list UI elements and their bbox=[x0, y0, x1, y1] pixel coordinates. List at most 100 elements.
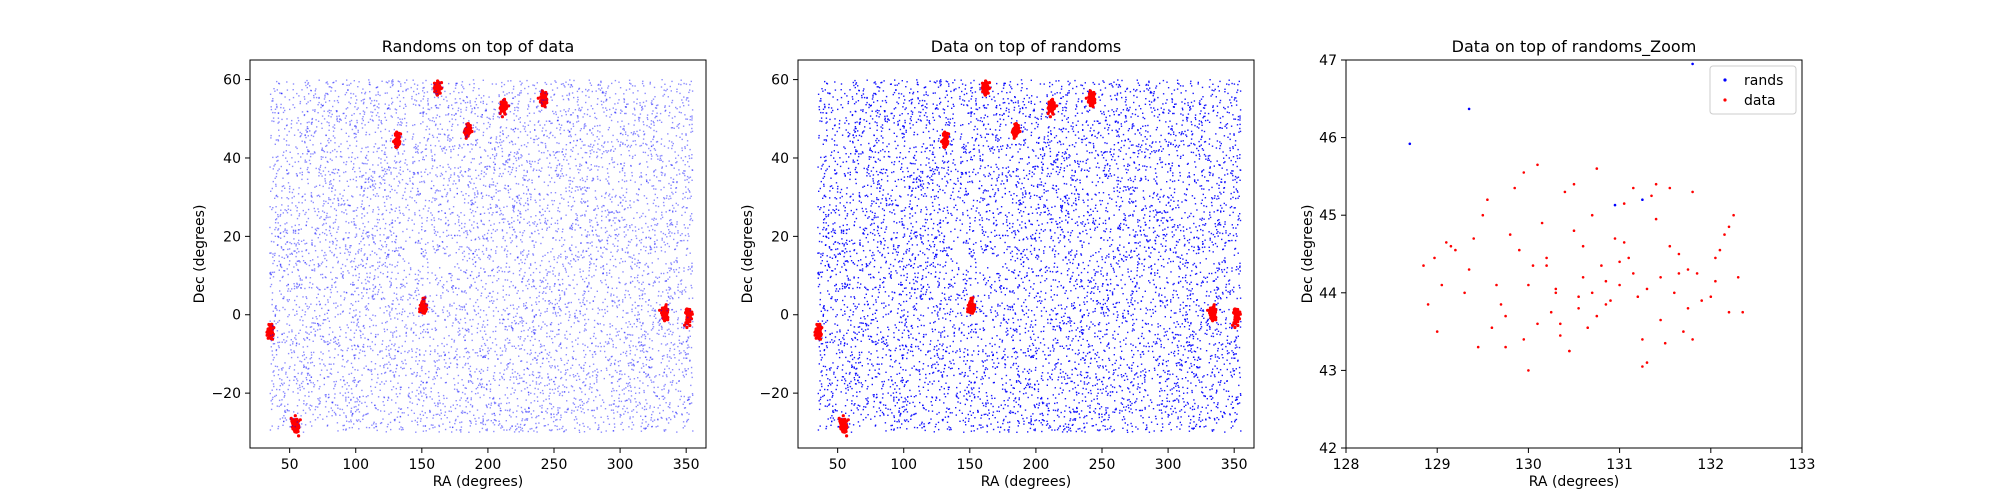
random-point bbox=[391, 188, 393, 191]
random-point bbox=[599, 323, 601, 325]
random-point bbox=[395, 238, 397, 241]
random-point bbox=[456, 187, 458, 190]
random-point bbox=[512, 166, 514, 169]
random-point bbox=[361, 92, 363, 94]
random-point bbox=[562, 83, 564, 85]
random-point bbox=[318, 211, 320, 213]
random-point bbox=[306, 345, 309, 348]
random-point bbox=[535, 87, 537, 90]
random-point bbox=[377, 261, 379, 264]
random-point bbox=[328, 187, 330, 189]
random-point bbox=[584, 215, 586, 217]
random-point bbox=[335, 218, 337, 221]
random-point bbox=[525, 209, 527, 212]
random-point bbox=[576, 121, 578, 123]
random-point bbox=[594, 422, 597, 424]
random-point bbox=[630, 83, 632, 85]
random-point bbox=[463, 291, 465, 293]
random-point bbox=[604, 227, 607, 229]
random-point bbox=[512, 129, 514, 131]
random-point bbox=[483, 149, 486, 151]
random-point bbox=[673, 354, 675, 356]
random-point bbox=[373, 99, 376, 102]
random-point bbox=[476, 206, 479, 209]
random-point bbox=[276, 160, 278, 162]
random-point bbox=[456, 101, 458, 104]
random-point bbox=[505, 348, 507, 350]
random-point bbox=[322, 418, 324, 420]
random-point bbox=[298, 332, 300, 334]
random-point bbox=[553, 285, 556, 287]
random-point bbox=[458, 224, 461, 227]
random-point bbox=[404, 117, 406, 120]
random-point bbox=[355, 180, 357, 182]
random-point bbox=[675, 135, 678, 137]
random-point bbox=[321, 273, 324, 276]
random-point bbox=[329, 158, 332, 160]
random-point bbox=[625, 312, 628, 314]
random-point bbox=[529, 384, 531, 386]
random-point bbox=[558, 210, 561, 213]
random-point bbox=[526, 419, 528, 421]
random-point bbox=[462, 99, 464, 102]
random-point bbox=[600, 345, 602, 348]
random-point bbox=[647, 118, 649, 121]
random-point bbox=[417, 240, 420, 242]
random-point bbox=[468, 368, 470, 370]
random-point bbox=[669, 270, 671, 272]
random-point bbox=[565, 429, 567, 431]
random-point bbox=[609, 269, 611, 271]
random-point bbox=[307, 182, 309, 185]
random-point bbox=[451, 286, 453, 289]
random-point bbox=[534, 92, 536, 95]
random-point bbox=[530, 137, 532, 139]
random-point bbox=[358, 428, 360, 430]
random-point bbox=[271, 389, 273, 391]
random-point bbox=[391, 101, 394, 103]
random-point bbox=[531, 427, 533, 430]
random-point bbox=[292, 232, 295, 234]
random-point bbox=[296, 310, 298, 312]
random-point bbox=[481, 336, 484, 338]
random-point bbox=[388, 184, 391, 186]
random-point bbox=[303, 96, 306, 98]
random-point bbox=[595, 233, 598, 236]
random-point bbox=[632, 369, 635, 371]
random-point bbox=[400, 247, 402, 249]
random-point bbox=[647, 425, 649, 427]
random-point bbox=[388, 361, 390, 363]
random-point bbox=[448, 351, 450, 354]
random-point bbox=[414, 279, 417, 281]
random-point bbox=[296, 287, 298, 289]
random-point bbox=[536, 223, 539, 225]
random-point bbox=[666, 88, 668, 91]
random-point bbox=[410, 327, 413, 329]
random-point bbox=[335, 244, 338, 246]
random-point bbox=[434, 426, 436, 428]
random-point bbox=[269, 226, 271, 229]
random-point bbox=[328, 197, 330, 199]
random-point bbox=[565, 379, 567, 381]
random-point bbox=[450, 346, 453, 348]
random-point bbox=[504, 239, 506, 242]
random-point bbox=[370, 361, 373, 363]
random-point bbox=[492, 240, 494, 242]
random-point bbox=[654, 117, 656, 119]
random-point bbox=[660, 159, 662, 161]
random-point bbox=[457, 331, 459, 333]
random-point bbox=[523, 192, 525, 195]
random-point bbox=[299, 279, 302, 281]
random-point bbox=[632, 92, 634, 94]
random-point bbox=[539, 124, 541, 126]
random-point bbox=[631, 368, 633, 371]
random-point bbox=[582, 367, 585, 370]
random-point bbox=[498, 222, 501, 224]
random-point bbox=[460, 102, 462, 105]
random-point bbox=[307, 135, 309, 137]
random-point bbox=[300, 156, 302, 158]
random-point bbox=[522, 177, 524, 179]
random-point bbox=[597, 130, 599, 132]
random-point bbox=[475, 97, 477, 100]
random-point bbox=[376, 225, 378, 228]
random-point bbox=[272, 100, 274, 102]
